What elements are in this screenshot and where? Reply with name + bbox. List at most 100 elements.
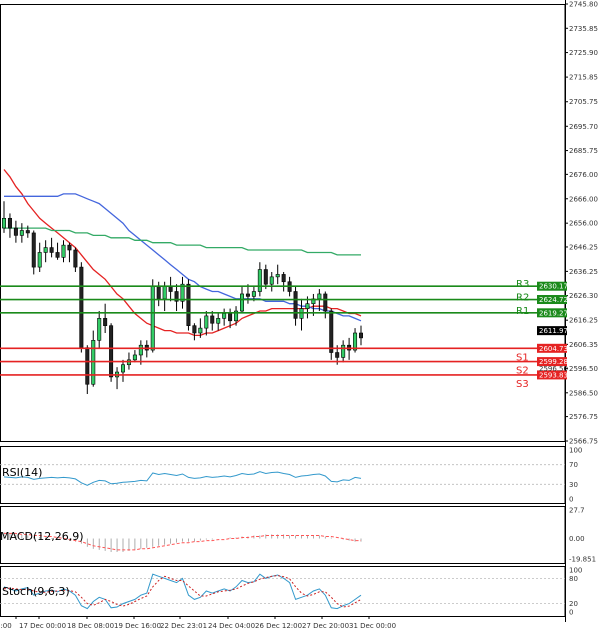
candle-body-up xyxy=(222,313,227,319)
level-tag-value: 2619.27 xyxy=(539,309,568,317)
level-label-r2: R2 xyxy=(516,293,529,304)
current-price-tag-bg xyxy=(537,326,567,336)
candle-body-down xyxy=(49,247,54,253)
rsi-tick-label: 70 xyxy=(569,461,578,469)
candle-body-down xyxy=(245,293,250,297)
level-tag-bg xyxy=(537,343,567,353)
level-tag-value: 2593.83 xyxy=(539,371,568,379)
candle-body-up xyxy=(1,217,7,229)
candle-body-up xyxy=(240,293,245,312)
level-label-s3: S3 xyxy=(516,379,529,390)
candle-body-up xyxy=(121,364,126,373)
price-tick-label: 2646.25 xyxy=(569,243,598,251)
candle-body-up xyxy=(353,332,358,351)
candle-body-up xyxy=(341,344,346,358)
rsi-tick-label: 100 xyxy=(569,447,582,455)
price-tick-label: 2715.85 xyxy=(569,74,598,82)
candle-body-up xyxy=(269,276,274,285)
price-tick-label: 2626.30 xyxy=(569,292,598,300)
macd-signal-line xyxy=(4,532,361,551)
candle-body-down xyxy=(293,291,298,319)
candle-body-down xyxy=(103,318,108,326)
time-axis-label: 22 Dec 23:01 xyxy=(160,622,207,630)
candle-body-down xyxy=(156,286,161,300)
level-label-s1: S1 xyxy=(516,352,529,363)
price-tick-label: 2735.85 xyxy=(569,25,598,33)
level-label-r3: R3 xyxy=(516,279,529,290)
current-price-tag: 2611.97 xyxy=(539,327,568,335)
candle-body-up xyxy=(251,291,256,297)
price-tick-label: 2586.50 xyxy=(569,389,598,397)
price-tick-label: 2596.50 xyxy=(569,365,598,373)
rsi-tick-label: 30 xyxy=(569,481,578,489)
candle-body-up xyxy=(180,283,185,302)
candle-body-down xyxy=(79,266,84,348)
candle-body-down xyxy=(323,293,328,312)
level-tag-value: 2624.72 xyxy=(539,296,568,304)
candle-body-up xyxy=(150,286,155,351)
level-tag-bg xyxy=(537,281,567,291)
candle-body-down xyxy=(13,227,18,236)
candle-body-down xyxy=(67,244,72,251)
candle-body-down xyxy=(186,283,191,326)
price-tick-label: 2685.75 xyxy=(569,147,598,155)
candle-body-up xyxy=(198,327,203,334)
price-tick-label: 2745.80 xyxy=(569,1,598,9)
time-axis-label: 31 Dec 00:00 xyxy=(349,622,396,630)
panel-border-1 xyxy=(0,446,566,504)
price-tick-label: 2656.00 xyxy=(569,220,598,228)
stoch-tick-label: 100 xyxy=(569,567,582,575)
candle-body-up xyxy=(61,244,66,258)
candle-body-up xyxy=(275,274,280,278)
level-tag-value: 2604.73 xyxy=(539,345,568,353)
time-axis-label: 24 Dec 04:00 xyxy=(208,622,255,630)
candle-body-down xyxy=(228,313,233,322)
panel-border-0 xyxy=(0,4,566,442)
price-tick-label: 2676.00 xyxy=(569,171,598,179)
price-tick-label: 2576.75 xyxy=(569,413,598,421)
macd-tick-label: 27.7 xyxy=(569,507,585,515)
candle-body-down xyxy=(281,274,286,283)
macd-tick-label: 0.00 xyxy=(569,535,585,543)
price-tick-label: 2616.25 xyxy=(569,317,598,325)
candle-body-down xyxy=(329,310,334,353)
level-tag-bg xyxy=(537,295,567,305)
candle-body-up xyxy=(305,303,310,309)
candle-body-down xyxy=(73,249,78,268)
time-axis-label: 6:00 xyxy=(0,622,12,630)
obscured-price-label: 2596.50 xyxy=(539,365,568,373)
candle-body-down xyxy=(174,291,179,302)
moving-average-line-2 xyxy=(4,227,361,256)
time-axis-label: 26 Dec 12:00 xyxy=(255,622,302,630)
time-axis-label: 17 Dec 00:00 xyxy=(19,622,66,630)
candle-body-up xyxy=(204,315,209,329)
candle-body-up xyxy=(19,230,24,236)
level-label-r1: R1 xyxy=(516,306,529,317)
candle-body-down xyxy=(55,252,60,258)
candle-body-up xyxy=(138,344,143,356)
candle-body-up xyxy=(43,247,48,253)
candle-body-down xyxy=(109,325,114,378)
time-axis-label: 18 Dec 08:00 xyxy=(67,622,114,630)
stoch-tick-label: 0 xyxy=(569,609,573,617)
price-tick-label: 2695.70 xyxy=(569,123,598,131)
level-tag-bg xyxy=(537,308,567,318)
level-label-s2: S2 xyxy=(516,366,529,377)
level-tag-value: 2599.28 xyxy=(539,358,568,366)
time-axis-label: 27 Dec 20:00 xyxy=(302,622,349,630)
stoch-d-line xyxy=(3,574,362,608)
panel-border-3 xyxy=(0,566,566,617)
candle-body-up xyxy=(317,293,322,300)
price-tick-label: 2725.90 xyxy=(569,49,598,57)
level-tag-value: 2630.17 xyxy=(539,283,568,291)
rsi-label: RSI(14) xyxy=(2,466,42,479)
rsi-tick-label: 0 xyxy=(569,496,573,504)
candle-body-down xyxy=(168,286,173,292)
price-tick-label: 2705.75 xyxy=(569,98,598,106)
level-tag-bg xyxy=(537,370,567,380)
candle-body-down xyxy=(335,352,340,358)
stoch-k-line xyxy=(3,573,362,610)
price-tick-label: 2606.35 xyxy=(569,341,598,349)
